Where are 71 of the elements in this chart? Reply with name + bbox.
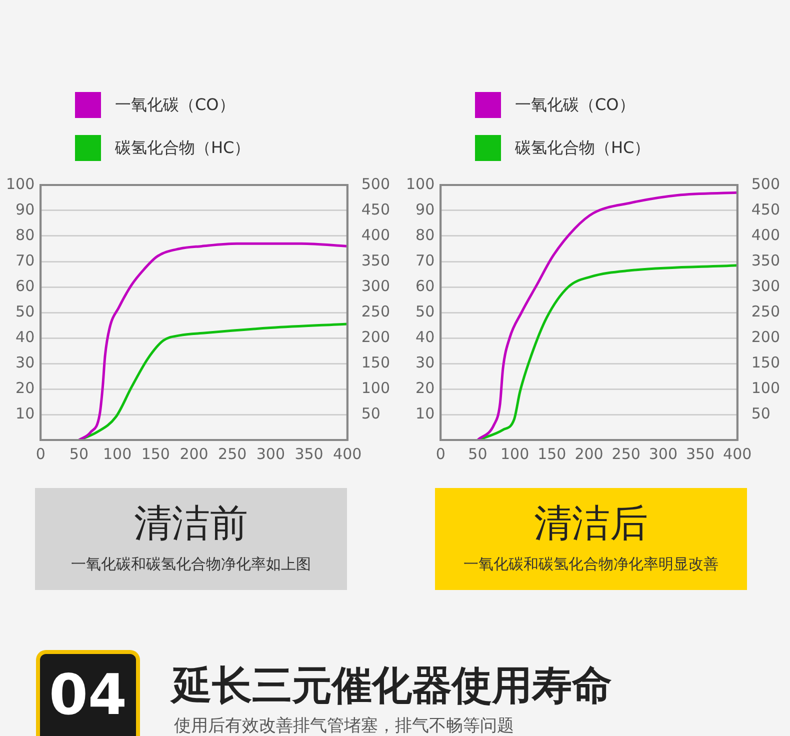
- x-tick-label: 300: [648, 444, 678, 463]
- y-tick-label: 50: [16, 302, 35, 320]
- x-tick-label: 50: [468, 444, 488, 463]
- x-tick-label: 150: [538, 444, 566, 463]
- x-tick-label: 150: [141, 444, 170, 463]
- y2-tick-label: 200: [361, 328, 390, 346]
- text: 清洁前: [133, 500, 249, 547]
- y2-tick-label: 500: [361, 174, 390, 193]
- text: 清洁后: [533, 500, 649, 547]
- y-tick-label: 50: [416, 302, 435, 320]
- line-series: [476, 191, 738, 440]
- x-tick-label: 400: [333, 444, 362, 463]
- line-series: [78, 242, 348, 440]
- y2-tick-label: 250: [361, 302, 390, 320]
- x-tick-label: 400: [723, 444, 752, 463]
- y2-tick-label: 450: [361, 200, 390, 218]
- y-tick-label: 80: [16, 226, 35, 244]
- x-tick-label: 250: [612, 444, 640, 463]
- y2-tick-label: 150: [751, 353, 780, 372]
- y2-tick-label: 50: [361, 404, 380, 422]
- x-tick-label: 350: [686, 444, 715, 463]
- y2-tick-label: 350: [361, 251, 390, 270]
- y2-tick-label: 50: [751, 404, 770, 422]
- y-tick-label: 60: [416, 276, 435, 295]
- x-tick-label: 100: [102, 444, 132, 463]
- y-tick-label: 100: [406, 174, 435, 193]
- y-tick-label: 20: [416, 378, 435, 397]
- x-tick-label: 200: [574, 444, 604, 463]
- x-tick-label: 350: [294, 444, 324, 463]
- y-tick-label: 60: [16, 276, 35, 295]
- y-tick-label: 40: [16, 328, 35, 346]
- y-tick-label: 70: [416, 251, 435, 270]
- y2-tick-label: 300: [361, 276, 390, 295]
- y2-tick-label: 350: [751, 251, 780, 270]
- y2-tick-label: 200: [751, 328, 780, 346]
- legend-label: 一氧化碳（CO）: [115, 94, 235, 116]
- y2-tick-label: 300: [751, 276, 780, 295]
- text: 使用后有效改善排气管堵塞，排气不畅等问题: [174, 715, 514, 736]
- y2-tick-label: 100: [751, 378, 780, 397]
- y-tick-label: 10: [16, 404, 35, 422]
- y-tick-label: 100: [6, 174, 35, 193]
- y2-tick-label: 150: [361, 353, 390, 372]
- y2-tick-label: 250: [751, 302, 780, 320]
- y2-tick-label: 400: [361, 226, 390, 244]
- text: 一氧化碳和碳氢化合物净化率如上图: [70, 555, 312, 574]
- x-tick-label: 0: [436, 444, 446, 463]
- legend-label: 碳氢化合物（HC）: [515, 138, 650, 158]
- y-tick-label: 40: [416, 328, 435, 346]
- y-tick-label: 90: [416, 200, 435, 218]
- x-tick-label: 100: [500, 444, 530, 463]
- y-tick-label: 10: [416, 404, 435, 422]
- y-tick-label: 20: [16, 378, 35, 397]
- y2-tick-label: 500: [751, 174, 780, 193]
- y-tick-label: 90: [16, 200, 35, 218]
- legend-label: 碳氢化合物（HC）: [115, 138, 250, 158]
- y2-tick-label: 450: [751, 200, 780, 218]
- x-tick-label: 0: [36, 444, 46, 463]
- y-tick-label: 80: [416, 226, 435, 244]
- x-tick-label: 50: [69, 444, 89, 463]
- y2-tick-label: 100: [361, 378, 390, 397]
- y2-tick-label: 400: [751, 226, 780, 244]
- y-tick-label: 30: [416, 353, 435, 372]
- text: 延长三元催化器使用寿命: [172, 662, 612, 711]
- text: 一氧化碳和碳氢化合物净化率明显改善: [462, 555, 720, 574]
- x-tick-label: 300: [256, 444, 286, 463]
- y-tick-label: 30: [16, 353, 35, 372]
- legend-label: 一氧化碳（CO）: [515, 94, 635, 116]
- text: 04: [36, 650, 140, 736]
- y-tick-label: 70: [16, 251, 35, 270]
- x-tick-label: 250: [218, 444, 247, 463]
- x-tick-label: 200: [180, 444, 208, 463]
